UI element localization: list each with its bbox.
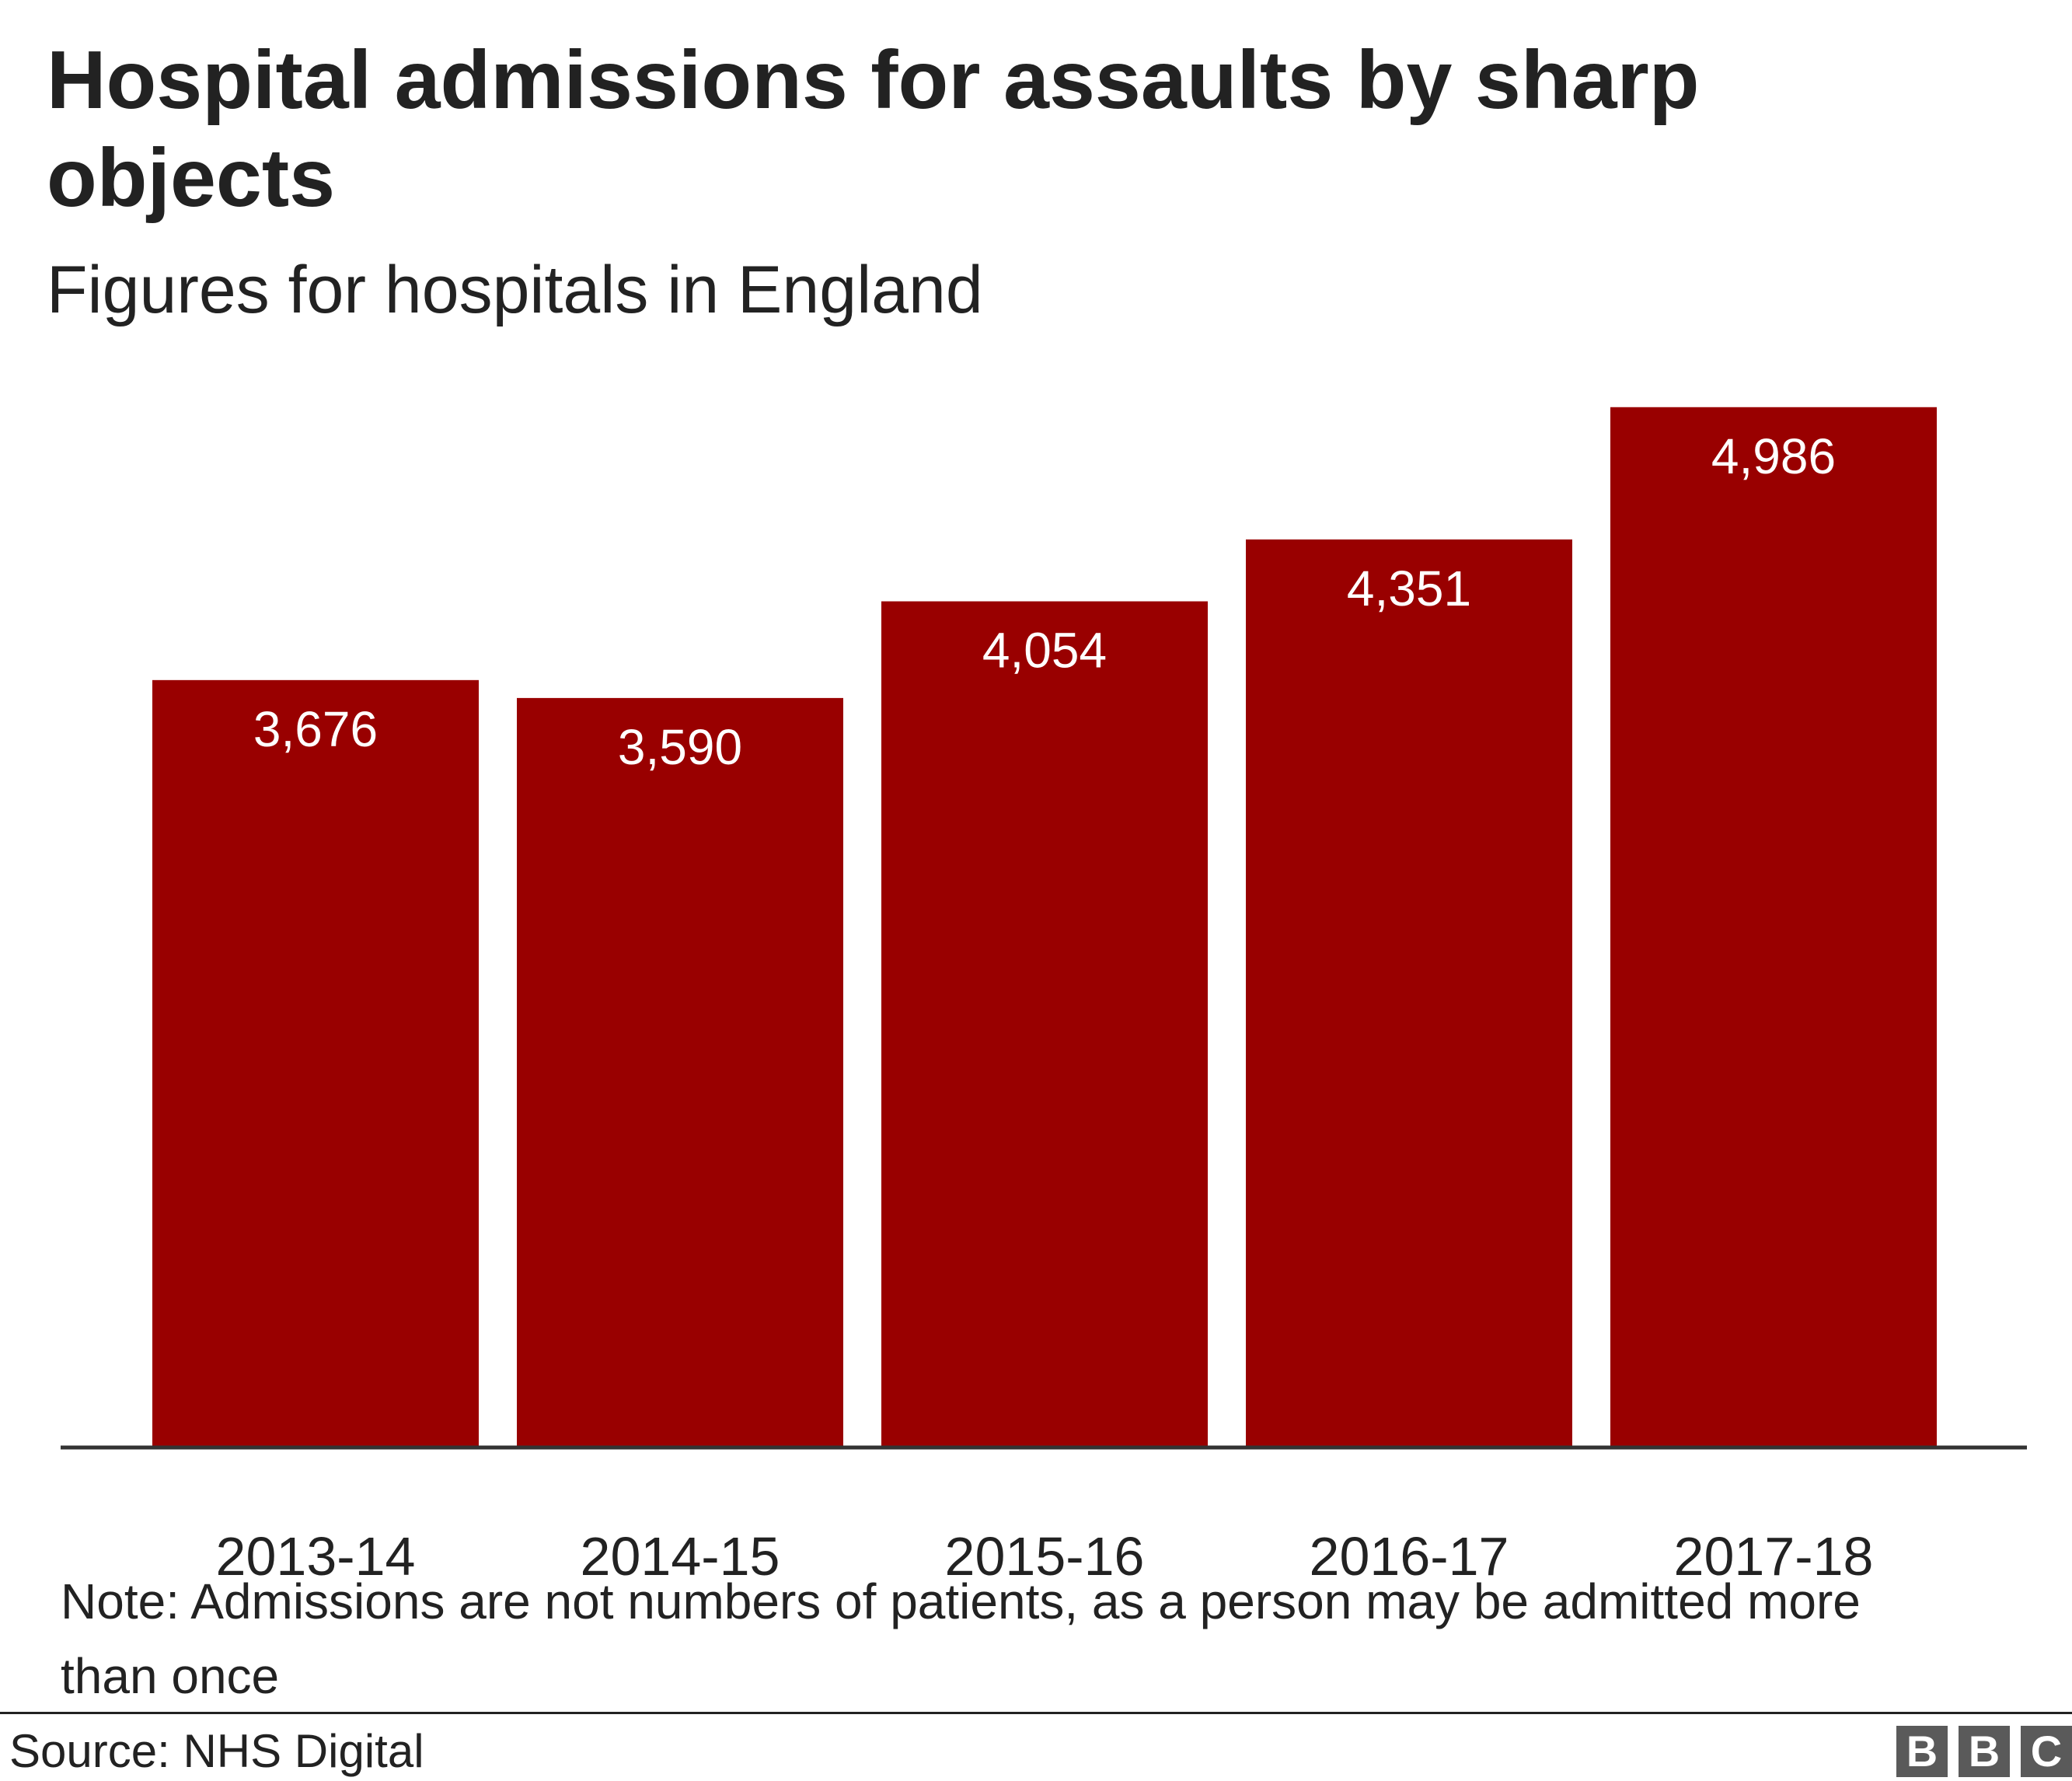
bars-group: 3,676 3,590 4,054 4,351 4,986: [152, 407, 1937, 1447]
bar-2016-17: [1246, 539, 1572, 1446]
bar-2013-14: [152, 679, 479, 1446]
source-label: Source: NHS Digital: [9, 1725, 424, 1777]
bar-2015-16: [881, 601, 1208, 1446]
x-tick-label: 2015-16: [945, 1526, 1145, 1586]
bar-2014-15: [517, 697, 843, 1446]
bar-value-label: 4,351: [1347, 560, 1471, 616]
bbc-logo: B B C: [1896, 1726, 2072, 1777]
bbc-logo-letter-2: B: [1959, 1726, 2010, 1777]
x-tick-labels-group: 2013-14 2014-15 2015-16 2016-17 2017-18: [216, 1526, 1874, 1586]
x-tick-label: 2013-14: [216, 1526, 416, 1586]
chart-note: Note: Admissions are not numbers of pati…: [61, 1573, 1861, 1704]
chart-title: Hospital admissions for assaults by shar…: [47, 34, 1700, 224]
bbc-logo-letter-3: C: [2021, 1726, 2072, 1777]
bar-chart: 3,676 3,590 4,054 4,351 4,986 2013-14 2014-15…: [61, 407, 2027, 1586]
bar-value-label: 4,054: [982, 623, 1107, 679]
bar-value-label: 3,590: [618, 719, 742, 775]
chart-subtitle: Figures for hospitals in England: [47, 253, 983, 327]
bar-value-label: 3,676: [253, 701, 378, 757]
footer-divider: [0, 1712, 2072, 1714]
x-tick-label: 2017-18: [1674, 1526, 1874, 1586]
bar-2017-18: [1610, 407, 1937, 1447]
x-tick-label: 2016-17: [1310, 1526, 1509, 1586]
bar-value-label: 4,986: [1711, 428, 1836, 484]
bbc-logo-letter-1: B: [1896, 1726, 1948, 1777]
x-tick-label: 2014-15: [581, 1526, 780, 1586]
